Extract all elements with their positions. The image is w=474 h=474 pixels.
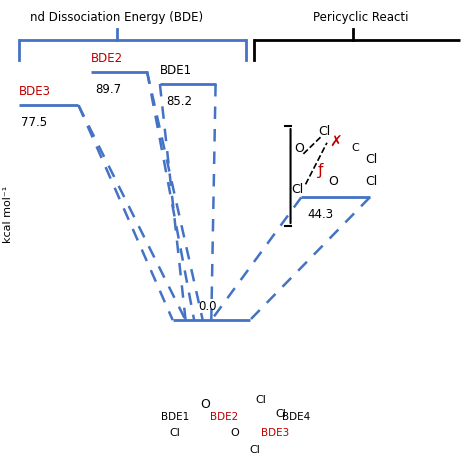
Text: kcal mol⁻¹: kcal mol⁻¹ (3, 186, 13, 244)
Text: O: O (230, 428, 239, 438)
Text: BDE3: BDE3 (261, 428, 289, 438)
Text: 89.7: 89.7 (96, 82, 122, 96)
Text: ✗: ✗ (329, 135, 342, 150)
Text: Pericyclic Reacti: Pericyclic Reacti (313, 10, 409, 24)
Text: BDE1: BDE1 (160, 64, 192, 77)
Text: BDE1: BDE1 (161, 411, 189, 422)
Text: BDE4: BDE4 (282, 411, 310, 422)
Text: BDE2: BDE2 (210, 411, 238, 422)
Text: BDE2: BDE2 (91, 52, 123, 64)
Text: Cl: Cl (250, 445, 261, 455)
Text: 77.5: 77.5 (21, 117, 47, 129)
Text: O: O (200, 398, 210, 411)
Text: ƒ: ƒ (318, 163, 323, 178)
Text: Cl: Cl (255, 395, 266, 405)
Text: C: C (351, 143, 359, 153)
Text: Cl: Cl (319, 125, 331, 138)
Text: nd Dissociation Energy (BDE): nd Dissociation Energy (BDE) (30, 10, 204, 24)
Text: BDE3: BDE3 (18, 85, 51, 99)
Text: 0.0: 0.0 (199, 300, 217, 313)
Text: Cl: Cl (292, 183, 304, 196)
Text: O: O (294, 142, 304, 155)
Text: 85.2: 85.2 (166, 95, 192, 108)
Text: 44.3: 44.3 (308, 209, 334, 221)
Text: Cl: Cl (365, 153, 378, 166)
Text: Cl: Cl (365, 175, 378, 188)
Text: Cl: Cl (275, 409, 286, 419)
Text: Cl: Cl (169, 428, 180, 438)
Text: O: O (328, 175, 338, 188)
